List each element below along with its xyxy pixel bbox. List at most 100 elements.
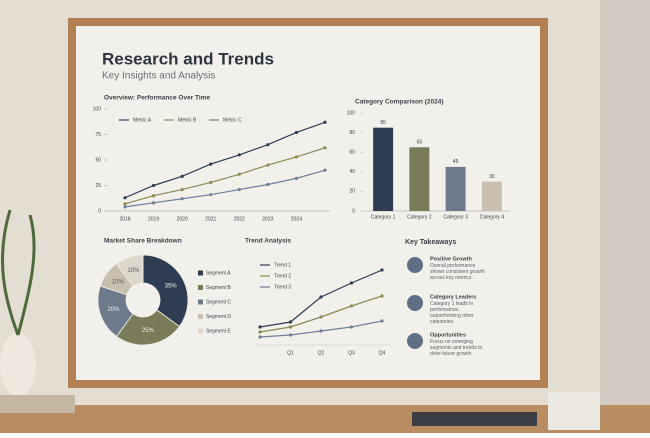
- takeaway-text-box: Category 1 leads in performance, outperf…: [430, 301, 474, 323]
- y-tick-label: 40: [349, 169, 355, 175]
- point: [349, 304, 354, 308]
- y-tick-label: 25: [95, 183, 101, 189]
- x-tick-label: 2021: [205, 216, 216, 222]
- point: [380, 294, 384, 298]
- legend-swatch: [198, 270, 203, 276]
- point: [209, 162, 213, 166]
- point: [151, 194, 156, 198]
- point: [123, 205, 127, 209]
- slice-label: 25%: [142, 328, 155, 334]
- slice-label: 35%: [165, 284, 178, 290]
- point: [258, 325, 262, 329]
- bar: [445, 166, 466, 211]
- point: [123, 196, 127, 200]
- point: [319, 295, 323, 299]
- point: [294, 155, 299, 159]
- point: [323, 120, 327, 124]
- point: [209, 193, 213, 197]
- plant: [1, 209, 36, 336]
- point: [266, 182, 270, 187]
- x-tick-label: 2024: [291, 216, 302, 222]
- point: [323, 168, 327, 172]
- takeaways-heading: Key Takeaways: [405, 239, 456, 246]
- slice: [115, 309, 180, 346]
- takeaway-title: Opportunities: [430, 332, 466, 338]
- poster-subtitle: Key Insights and Analysis: [102, 71, 215, 82]
- slice-label: 10%: [127, 268, 140, 274]
- point: [123, 202, 127, 206]
- vase: [0, 333, 36, 397]
- takeaway-title: Positive Growth: [430, 256, 473, 262]
- y-tick-label: 60: [349, 150, 355, 156]
- line: [124, 121, 326, 199]
- point: [266, 143, 270, 147]
- point: [237, 172, 241, 176]
- y-tick-label: 0: [98, 208, 101, 214]
- y-tick-label: 100: [93, 106, 102, 112]
- x-tick-label: Q3: [348, 350, 355, 356]
- point: [349, 325, 354, 329]
- poster-title: Research and Trends: [102, 49, 274, 68]
- point: [349, 281, 354, 285]
- legend-label: Trend 1: [274, 262, 291, 268]
- legend-label: Metric B: [178, 117, 197, 123]
- mug: [548, 392, 600, 430]
- bar: [373, 127, 394, 211]
- y-tick-label: 20: [349, 189, 355, 195]
- point: [151, 183, 156, 188]
- point: [294, 176, 299, 180]
- takeaway-icon: [407, 333, 423, 349]
- y-tick-label: 80: [349, 130, 355, 136]
- value-label: 45: [453, 159, 459, 165]
- bar: [409, 147, 430, 211]
- x-tick-label: Q1: [287, 350, 294, 356]
- takeaway-title: Category Leaders: [430, 294, 476, 300]
- legend-label: Segment D: [206, 314, 231, 320]
- value-label: 30: [489, 174, 495, 180]
- point: [258, 335, 262, 339]
- point: [209, 180, 213, 185]
- legend-label: Segment B: [206, 285, 231, 291]
- x-tick-label: Category 4: [480, 214, 505, 220]
- point: [380, 268, 384, 272]
- point: [288, 333, 293, 337]
- legend-label: Trend 2: [274, 273, 291, 279]
- window: [600, 0, 650, 433]
- point: [288, 320, 293, 324]
- takeaway-text: Focus on emerging segments and trends to…: [430, 339, 483, 357]
- point: [237, 153, 241, 157]
- x-tick-label: 2022: [234, 216, 245, 222]
- legend-label: Segment C: [206, 299, 231, 305]
- notebook: [412, 412, 537, 426]
- legend-label: Metric C: [223, 117, 242, 123]
- slice: [115, 254, 144, 287]
- chart-title: Trend Analysis: [245, 238, 291, 245]
- slice-label: 10%: [112, 279, 125, 285]
- point: [151, 201, 156, 205]
- legend-swatch: [198, 299, 203, 305]
- takeaway-icon: [407, 295, 423, 311]
- books: [0, 395, 75, 413]
- chart-title: Category Comparison (2024): [355, 99, 444, 106]
- chart-title: Overview: Performance Over Time: [104, 95, 210, 102]
- y-tick-label: 50: [95, 157, 101, 163]
- x-tick-label: Q2: [318, 350, 325, 356]
- slice: [142, 254, 189, 328]
- line: [124, 169, 326, 208]
- point: [237, 187, 241, 192]
- y-tick-label: 0: [352, 208, 355, 214]
- point: [319, 329, 323, 333]
- x-tick-label: Q4: [379, 350, 386, 356]
- x-tick-label: 2018: [119, 216, 130, 222]
- point: [180, 197, 184, 201]
- takeaway-text-box: Focus on emerging segments and trends to…: [430, 339, 483, 357]
- chart-title: Market Share Breakdown: [104, 238, 182, 245]
- legend-swatch: [198, 285, 203, 290]
- legend-label: Segment E: [206, 328, 231, 334]
- takeaway-text-box: Overall performance shown consistent gro…: [430, 263, 485, 281]
- x-tick-label: 2019: [148, 216, 159, 222]
- takeaway-text: Category 1 leads in performance, outperf…: [430, 301, 474, 323]
- x-tick-label: Category 1: [371, 214, 396, 220]
- x-tick-label: 2020: [177, 216, 188, 222]
